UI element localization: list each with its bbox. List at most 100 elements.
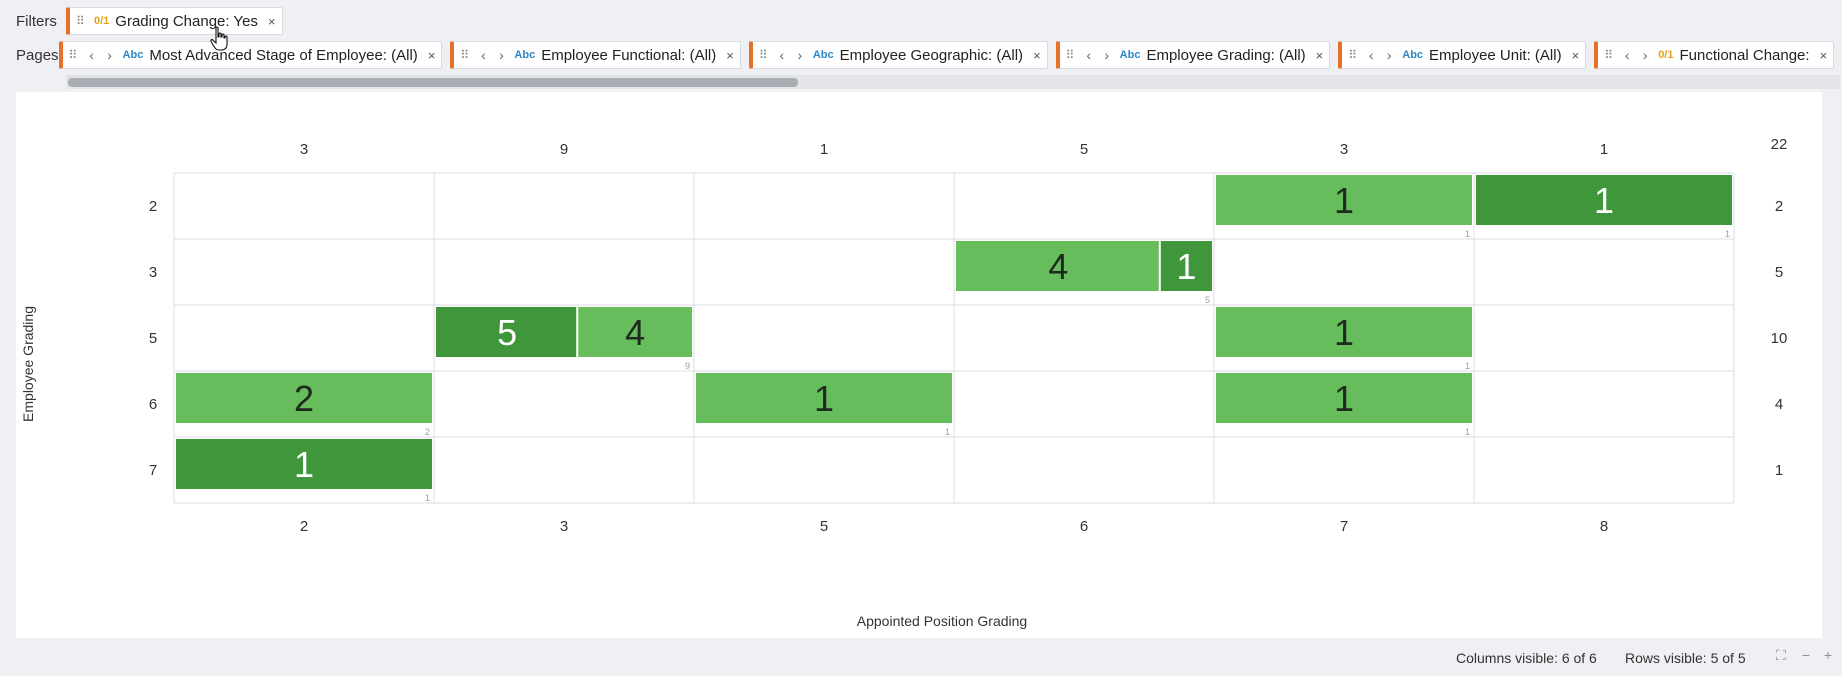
chevron-right-icon[interactable]: › bbox=[1386, 47, 1392, 63]
grand-total-label: 22 bbox=[1771, 136, 1788, 153]
close-icon[interactable]: × bbox=[726, 47, 734, 63]
row-total-label: 10 bbox=[1771, 330, 1788, 347]
heatmap-cell-count: 1 bbox=[1465, 361, 1470, 371]
heatmap-cell-segment bbox=[176, 373, 432, 423]
field-type-badge: Abc bbox=[514, 49, 536, 61]
expand-icon[interactable]: ⛶ bbox=[1776, 647, 1786, 663]
drag-handle-icon[interactable]: ⠿ bbox=[68, 48, 78, 62]
column-total-label: 3 bbox=[1340, 141, 1348, 158]
pages-pill-label: Employee Unit: (All) bbox=[1429, 46, 1562, 64]
heatmap-cell-value: 1 bbox=[1334, 180, 1354, 221]
minus-icon[interactable]: − bbox=[1802, 647, 1811, 663]
close-icon[interactable]: × bbox=[1033, 47, 1041, 63]
pages-pill-label: Employee Functional: (All) bbox=[541, 46, 717, 64]
x-tick-label: 2 bbox=[300, 518, 308, 535]
heatmap-cell-count: 1 bbox=[425, 493, 430, 503]
heatmap-cell-value: 1 bbox=[1594, 180, 1614, 221]
pages-pill[interactable]: ⠿ ‹ › Abc Employee Grading: (All) × bbox=[1055, 41, 1331, 69]
chevron-left-icon[interactable]: ‹ bbox=[1368, 47, 1374, 63]
chevron-right-icon[interactable]: › bbox=[499, 47, 504, 63]
pages-pill[interactable]: ⠿ ‹ › Abc Employee Functional: (All) × bbox=[450, 41, 741, 69]
pages-bar: Pages ⠿ ‹ › Abc Most Advanced Stage of Emplo… bbox=[0, 38, 1842, 72]
pages-pill-label: Employee Geographic: (All) bbox=[839, 46, 1024, 64]
heatmap-cell-value: 5 bbox=[497, 312, 517, 353]
chevron-left-icon[interactable]: ‹ bbox=[1086, 47, 1091, 63]
pages-pill-label: Most Advanced Stage of Employee: (All) bbox=[149, 46, 418, 64]
y-tick-label: 6 bbox=[149, 396, 157, 413]
close-icon[interactable]: × bbox=[427, 47, 436, 63]
close-icon[interactable]: × bbox=[1571, 47, 1580, 63]
field-type-badge: 0/1 bbox=[1658, 49, 1674, 61]
x-tick-label: 3 bbox=[560, 518, 568, 535]
heatmap-cell-count: 9 bbox=[685, 361, 690, 371]
chevron-right-icon[interactable]: › bbox=[797, 47, 803, 63]
x-tick-label: 5 bbox=[820, 518, 828, 535]
y-tick-label: 3 bbox=[149, 264, 157, 281]
row-total-label: 1 bbox=[1775, 462, 1783, 479]
heatmap-cell-segment bbox=[1216, 307, 1472, 357]
chevron-right-icon[interactable]: › bbox=[1642, 47, 1648, 63]
heatmap-cell-segment bbox=[956, 241, 1159, 291]
drag-handle-icon[interactable]: ⠿ bbox=[1604, 48, 1613, 62]
heatmap-cell-segment bbox=[1476, 175, 1732, 225]
heatmap-cell-count: 1 bbox=[945, 427, 950, 437]
column-total-label: 1 bbox=[1600, 141, 1608, 158]
heatmap-cell-count: 2 bbox=[425, 427, 430, 437]
chevron-right-icon[interactable]: › bbox=[1104, 47, 1109, 63]
heatmap-cell-segment bbox=[1216, 175, 1472, 225]
pages-pill[interactable]: ⠿ ‹ › 0/1 Functional Change: × bbox=[1594, 41, 1835, 69]
field-type-badge: Abc bbox=[1402, 49, 1424, 61]
heatmap-cell-count: 1 bbox=[1725, 229, 1730, 239]
close-icon[interactable]: × bbox=[1315, 47, 1324, 63]
rows-visible-status: Rows visible: 5 of 5 bbox=[1625, 650, 1746, 666]
pages-pill[interactable]: ⠿ ‹ › Abc Employee Unit: (All) × bbox=[1338, 41, 1587, 69]
heatmap-cell-value: 4 bbox=[625, 312, 645, 353]
heatmap-cell-count: 5 bbox=[1205, 295, 1210, 305]
heatmap-cell-value: 1 bbox=[1176, 246, 1196, 287]
filters-pill-label: Grading Change: Yes bbox=[115, 12, 258, 30]
chevron-left-icon[interactable]: ‹ bbox=[89, 47, 94, 63]
close-icon[interactable]: × bbox=[1819, 47, 1828, 63]
chevron-right-icon[interactable]: › bbox=[107, 47, 112, 63]
x-tick-label: 6 bbox=[1080, 518, 1088, 535]
column-total-label: 1 bbox=[820, 141, 828, 158]
heatmap-panel: 3 2 9 3 1 5 5 6 3 7 1 8 2 2 3 5 5 10 6 4 7 1 22 Appointed Posit… bbox=[16, 92, 1822, 638]
pages-pill-label: Functional Change: bbox=[1679, 46, 1810, 64]
chevron-left-icon[interactable]: ‹ bbox=[779, 47, 785, 63]
column-total-label: 5 bbox=[1080, 141, 1088, 158]
heatmap-cell-value: 1 bbox=[1334, 312, 1354, 353]
y-tick-label: 2 bbox=[149, 198, 157, 215]
chevron-left-icon[interactable]: ‹ bbox=[1624, 47, 1630, 63]
field-type-badge: Abc bbox=[122, 49, 144, 61]
x-tick-label: 8 bbox=[1600, 518, 1608, 535]
filters-pill[interactable]: ⠿ 0/1 Grading Change: Yes × bbox=[66, 7, 283, 35]
heatmap-cell-segment bbox=[176, 439, 432, 489]
pages-pill[interactable]: ⠿ ‹ › Abc Employee Geographic: (All) × bbox=[748, 41, 1048, 69]
drag-handle-icon[interactable]: ⠿ bbox=[460, 48, 469, 62]
filters-bar: Filters ⠿ 0/1 Grading Change: Yes × bbox=[0, 4, 291, 38]
drag-handle-icon[interactable]: ⠿ bbox=[1065, 48, 1075, 62]
plus-icon[interactable]: + bbox=[1824, 647, 1833, 663]
pages-scrollbar[interactable] bbox=[66, 75, 1840, 89]
heatmap-cell-segment bbox=[1216, 373, 1472, 423]
chevron-left-icon[interactable]: ‹ bbox=[481, 47, 486, 63]
drag-handle-icon[interactable]: ⠿ bbox=[76, 14, 85, 28]
heatmap-cell-value: 4 bbox=[1048, 246, 1068, 287]
heatmap-cell-segment bbox=[578, 307, 692, 357]
drag-handle-icon[interactable]: ⠿ bbox=[758, 48, 768, 62]
drag-handle-icon[interactable]: ⠿ bbox=[1348, 48, 1357, 62]
row-total-label: 2 bbox=[1775, 198, 1783, 215]
pages-pill[interactable]: ⠿ ‹ › Abc Most Advanced Stage of Employee: (… bbox=[58, 41, 443, 69]
field-type-badge: 0/1 bbox=[94, 15, 110, 27]
y-tick-label: 7 bbox=[149, 462, 157, 479]
column-total-label: 9 bbox=[560, 141, 568, 158]
y-tick-label: 5 bbox=[149, 330, 157, 347]
field-type-badge: Abc bbox=[1119, 49, 1141, 61]
pages-scrollbar-thumb[interactable] bbox=[68, 78, 798, 87]
heatmap-cell-segment bbox=[1160, 241, 1212, 291]
heatmap-cell-count: 1 bbox=[1465, 229, 1470, 239]
x-tick-label: 7 bbox=[1340, 518, 1348, 535]
filters-label: Filters bbox=[16, 12, 57, 30]
heatmap-cell-value: 1 bbox=[814, 378, 834, 419]
close-icon[interactable]: × bbox=[267, 13, 276, 29]
